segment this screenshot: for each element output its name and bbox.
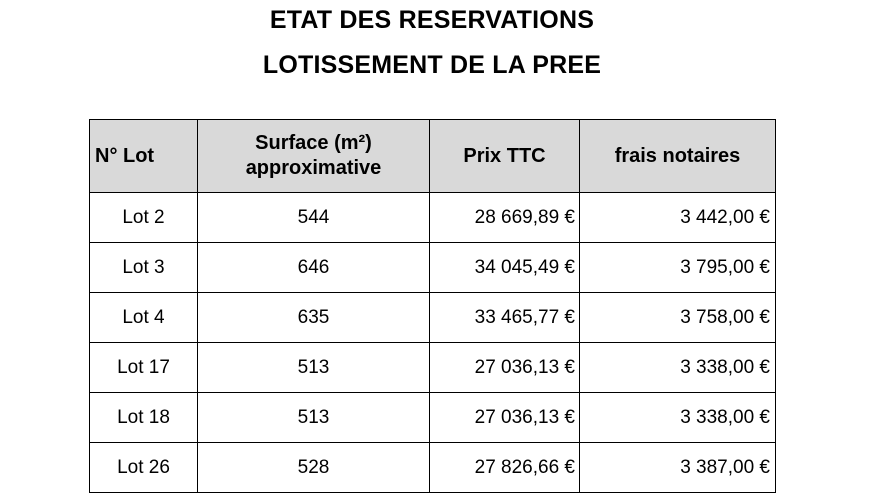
cell-notary-fees: 3 338,00 €: [579, 342, 776, 393]
header-surface: Surface (m²) approximative: [197, 119, 430, 193]
cell-price: 34 045,49 €: [429, 242, 580, 293]
table-row: Lot 3 646 34 045,49 € 3 795,00 €: [89, 242, 776, 293]
table-row: Lot 17 513 27 036,13 € 3 338,00 €: [89, 342, 776, 393]
cell-lot: Lot 17: [89, 342, 198, 393]
cell-notary-fees: 3 338,00 €: [579, 392, 776, 443]
cell-lot: Lot 18: [89, 392, 198, 443]
cell-price: 28 669,89 €: [429, 192, 580, 243]
cell-notary-fees: 3 387,00 €: [579, 442, 776, 493]
cell-price: 27 036,13 €: [429, 392, 580, 443]
header-surface-line1: Surface (m²): [255, 132, 372, 154]
reservations-table: N° Lot Surface (m²) approximative Prix T…: [89, 119, 776, 493]
cell-lot: Lot 3: [89, 242, 198, 293]
header-price: Prix TTC: [429, 119, 580, 193]
cell-surface: 513: [197, 342, 430, 393]
cell-lot: Lot 26: [89, 442, 198, 493]
table-row: Lot 4 635 33 465,77 € 3 758,00 €: [89, 292, 776, 343]
cell-notary-fees: 3 795,00 €: [579, 242, 776, 293]
table-row: Lot 2 544 28 669,89 € 3 442,00 €: [89, 192, 776, 243]
table-header-row: N° Lot Surface (m²) approximative Prix T…: [89, 119, 776, 193]
cell-price: 27 826,66 €: [429, 442, 580, 493]
cell-price: 27 036,13 €: [429, 342, 580, 393]
cell-surface: 646: [197, 242, 430, 293]
table-row: Lot 18 513 27 036,13 € 3 338,00 €: [89, 392, 776, 443]
cell-lot: Lot 4: [89, 292, 198, 343]
header-surface-line2: approximative: [245, 157, 382, 179]
table-row: Lot 26 528 27 826,66 € 3 387,00 €: [89, 442, 776, 493]
cell-surface: 635: [197, 292, 430, 343]
document-title: ETAT DES RESERVATIONS: [269, 6, 595, 34]
header-notary-fees: frais notaires: [579, 119, 776, 193]
cell-surface: 513: [197, 392, 430, 443]
cell-surface: 528: [197, 442, 430, 493]
cell-notary-fees: 3 758,00 €: [579, 292, 776, 343]
cell-lot: Lot 2: [89, 192, 198, 243]
header-lot-number: N° Lot: [89, 119, 198, 193]
cell-notary-fees: 3 442,00 €: [579, 192, 776, 243]
cell-surface: 544: [197, 192, 430, 243]
document-subtitle: LOTISSEMENT DE LA PREE: [262, 51, 602, 79]
cell-price: 33 465,77 €: [429, 292, 580, 343]
